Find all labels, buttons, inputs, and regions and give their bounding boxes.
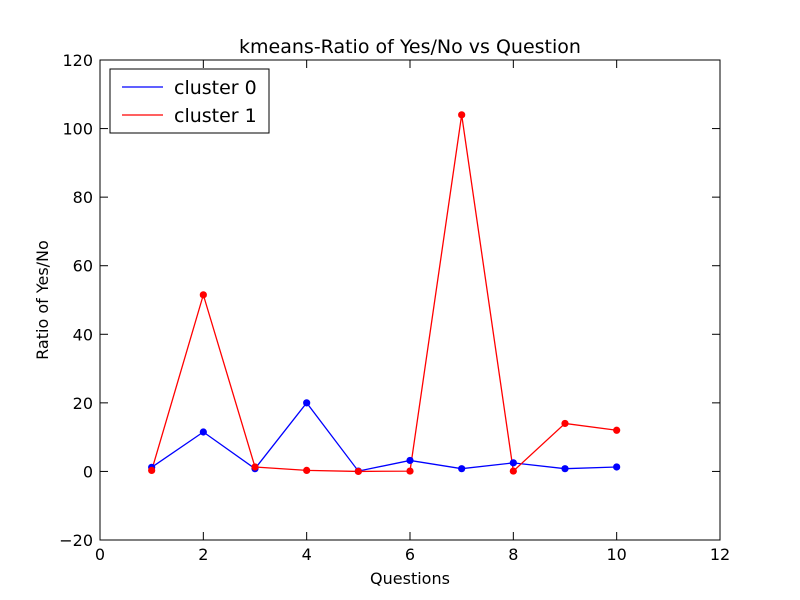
series-0-point — [199, 428, 207, 436]
series-0-point — [509, 459, 517, 467]
series-1-point — [251, 463, 259, 471]
series-1-point — [458, 111, 466, 119]
series-0-point — [561, 465, 569, 473]
y-axis-label: Ratio of Yes/No — [33, 240, 52, 360]
legend-box — [109, 68, 270, 134]
chart-title: kmeans-Ratio of Yes/No vs Question — [239, 36, 581, 58]
series-1-point — [509, 467, 517, 475]
y-tick-label: 20 — [73, 394, 93, 413]
legend-label-0: cluster 0 — [174, 77, 257, 99]
x-tick-label: 4 — [302, 545, 312, 564]
y-tick-label: −20 — [59, 531, 93, 550]
series-line-1 — [151, 114, 617, 473]
x-tick-label: 6 — [405, 545, 415, 564]
y-tick-label: 120 — [62, 51, 93, 70]
series-1-point — [406, 467, 414, 475]
series-1-point — [561, 419, 569, 428]
y-tick-label: 40 — [73, 325, 93, 344]
series-1-point — [199, 291, 207, 299]
series-1-point — [148, 466, 156, 474]
series-line-0 — [151, 401, 617, 472]
series-0-point — [613, 463, 621, 471]
series-0-point — [458, 465, 466, 473]
series-1-point — [613, 426, 621, 434]
x-tick-label: 10 — [606, 545, 626, 564]
series-1-point — [303, 466, 311, 474]
x-tick-label: 12 — [710, 545, 730, 564]
x-axis-label: Questions — [370, 569, 450, 588]
series-1-point — [354, 467, 362, 476]
legend-label-1: cluster 1 — [174, 105, 257, 127]
x-tick-label: 8 — [508, 545, 518, 564]
y-tick-label: 80 — [73, 188, 93, 207]
series-0-point — [406, 456, 414, 465]
x-tick-label: 2 — [198, 545, 208, 564]
y-tick-label: 100 — [62, 120, 93, 139]
y-tick-label: 60 — [73, 257, 93, 276]
x-tick-label: 0 — [95, 545, 105, 564]
series-0-point — [303, 399, 311, 407]
y-tick-label: 0 — [83, 462, 93, 481]
